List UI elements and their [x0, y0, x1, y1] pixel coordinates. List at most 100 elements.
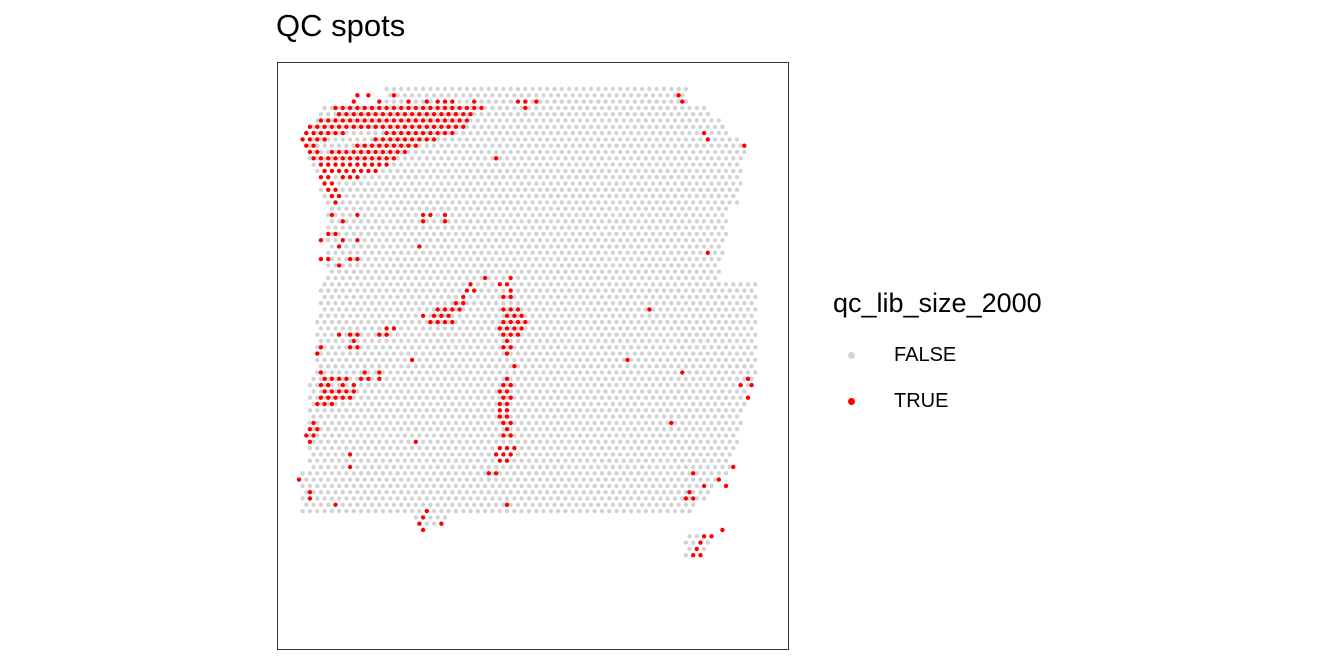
spot-false [439, 219, 444, 224]
spot-false [545, 427, 550, 432]
spot-false [683, 389, 689, 394]
spot-false [347, 124, 353, 129]
spot-false [731, 382, 736, 388]
spot-false [329, 294, 335, 300]
spot-false [391, 414, 397, 419]
spot-true [333, 187, 338, 192]
spot-false [676, 427, 681, 432]
spot-true [442, 118, 448, 123]
spot-false [628, 231, 634, 237]
spot-false [709, 471, 714, 476]
spot-true [358, 149, 364, 155]
spot-false [446, 471, 451, 476]
spot-true [515, 307, 521, 312]
spot-false [366, 496, 371, 501]
spot-false [628, 420, 634, 426]
spot-false [336, 206, 342, 211]
spot-false [698, 301, 703, 306]
spot-true [446, 313, 451, 318]
spot-false [720, 212, 725, 218]
spot-false [614, 471, 619, 476]
spot-true [366, 112, 371, 117]
spot-false [592, 219, 597, 224]
spot-false [628, 370, 634, 375]
spot-false [523, 338, 528, 344]
spot-false [691, 288, 696, 293]
spot-false [417, 294, 422, 300]
spot-false [701, 181, 707, 186]
spot-false [464, 225, 470, 230]
spot-false [409, 206, 415, 211]
spot-false [705, 477, 710, 482]
spot-false [373, 319, 378, 325]
spot-false [742, 401, 747, 407]
spot-false [336, 458, 342, 463]
spot-false [391, 86, 397, 92]
spot-false [691, 502, 696, 507]
spot-false [373, 256, 378, 262]
spot-false [676, 263, 681, 268]
spot-false [603, 439, 608, 444]
spot-false [665, 219, 670, 224]
spot-false [402, 206, 408, 211]
spot-false [691, 200, 696, 205]
spot-false [479, 477, 484, 482]
spot-false [618, 250, 623, 255]
spot-false [618, 389, 623, 394]
spot-false [344, 156, 349, 161]
spot-false [344, 458, 349, 463]
spot-false [344, 143, 349, 148]
spot-true [497, 458, 502, 463]
spot-false [636, 395, 641, 400]
spot-false [439, 118, 444, 123]
spot-false [738, 168, 743, 174]
spot-false [497, 244, 502, 249]
spot-false [701, 420, 707, 426]
spot-false [716, 206, 721, 211]
spot-false [439, 231, 444, 237]
spot-false [661, 502, 667, 507]
spot-false [322, 294, 327, 300]
spot-false [417, 105, 422, 111]
spot-false [716, 458, 721, 463]
spot-false [391, 439, 397, 444]
spot-true [413, 105, 418, 111]
spot-false [333, 124, 338, 129]
spot-false [610, 288, 616, 293]
spot-false [607, 231, 612, 237]
spot-false [712, 137, 718, 142]
spot-false [373, 118, 378, 123]
spot-true [326, 187, 331, 192]
spot-false [585, 231, 590, 237]
spot-false [399, 364, 404, 369]
spot-false [607, 130, 612, 136]
spot-false [712, 401, 718, 407]
spot-false [603, 137, 608, 142]
spot-false [351, 118, 356, 123]
spot-true [318, 130, 324, 136]
spot-false [490, 471, 495, 476]
spot-false [384, 490, 389, 495]
spot-false [618, 238, 623, 243]
spot-false [322, 156, 327, 161]
spot-false [428, 175, 433, 180]
spot-false [475, 118, 481, 123]
spot-false [705, 427, 710, 432]
spot-false [377, 137, 382, 142]
spot-false [406, 439, 411, 444]
spot-false [409, 496, 415, 501]
spot-false [548, 118, 554, 123]
spot-false [698, 439, 703, 444]
spot-false [515, 364, 521, 369]
spot-false [658, 244, 663, 249]
spot-false [545, 376, 550, 381]
spot-false [490, 181, 495, 186]
spot-false [628, 130, 634, 136]
spot-false [647, 112, 652, 117]
spot-false [395, 508, 400, 514]
spot-false [570, 219, 575, 224]
spot-false [369, 427, 375, 432]
spot-true [493, 471, 499, 476]
spot-false [705, 225, 710, 230]
spot-false [588, 99, 594, 104]
